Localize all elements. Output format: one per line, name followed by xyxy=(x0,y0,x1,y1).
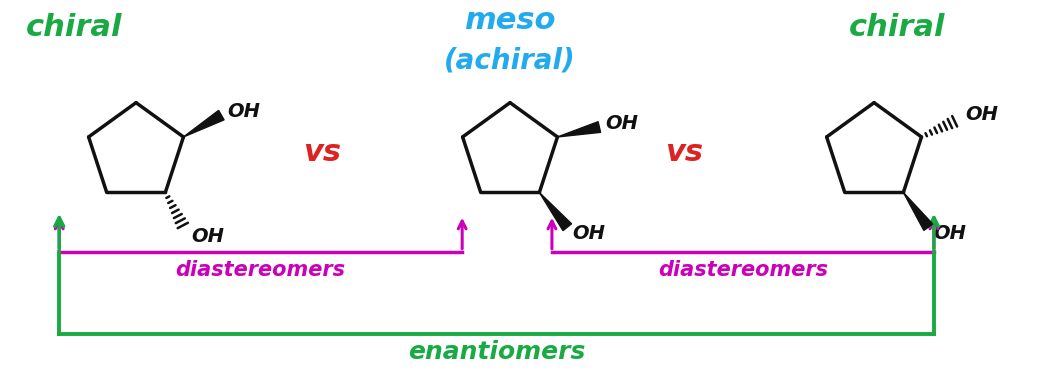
Text: meso: meso xyxy=(464,6,556,35)
Polygon shape xyxy=(904,192,933,230)
Text: diastereomers: diastereomers xyxy=(176,260,346,279)
Text: diastereomers: diastereomers xyxy=(658,260,828,279)
Polygon shape xyxy=(183,110,224,137)
Text: enantiomers: enantiomers xyxy=(408,340,585,364)
Polygon shape xyxy=(557,122,601,137)
Text: OH: OH xyxy=(933,224,966,243)
Text: OH: OH xyxy=(227,102,261,121)
Text: OH: OH xyxy=(573,224,605,243)
Text: vs: vs xyxy=(666,138,704,167)
Text: OH: OH xyxy=(965,104,999,123)
Text: OH: OH xyxy=(605,113,639,133)
Text: chiral: chiral xyxy=(849,13,945,42)
Polygon shape xyxy=(539,192,572,231)
Text: (achiral): (achiral) xyxy=(444,46,576,74)
Text: OH: OH xyxy=(192,227,224,246)
Text: vs: vs xyxy=(304,138,341,167)
Text: chiral: chiral xyxy=(26,13,122,42)
